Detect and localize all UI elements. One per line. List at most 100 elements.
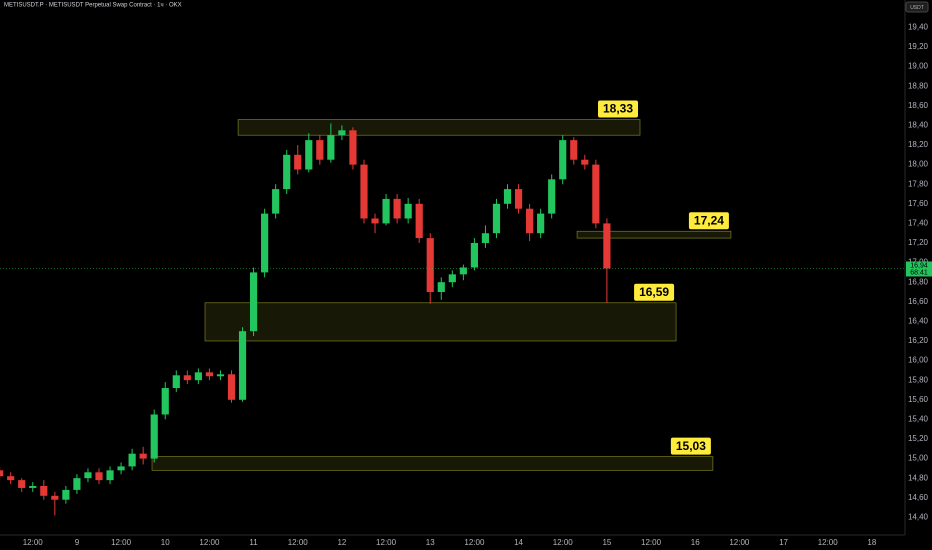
candle-body <box>238 331 247 400</box>
currency-button[interactable] <box>905 1 929 13</box>
candle-body <box>106 470 114 481</box>
y-tick-label: 14,40 <box>908 512 929 521</box>
last-price-label: 16,94 <box>910 262 928 269</box>
candle-body <box>73 478 81 490</box>
candle-body <box>283 154 291 190</box>
candle-body <box>581 159 589 165</box>
y-tick-label: 18,00 <box>908 160 929 169</box>
candle-body <box>7 476 15 481</box>
zone <box>204 302 677 342</box>
plot-area <box>0 119 732 516</box>
y-tick-label: 14,60 <box>908 493 929 502</box>
candle-body <box>62 489 70 500</box>
candle-body <box>382 198 390 224</box>
zone-label-box <box>688 212 729 230</box>
x-tick-label: 12:00 <box>288 538 309 547</box>
candle-body <box>227 374 236 400</box>
y-tick-label: 17,60 <box>908 199 929 208</box>
candle-body <box>470 243 478 268</box>
currency-label[interactable]: USDT <box>910 5 924 11</box>
y-tick-label: 18,80 <box>908 81 929 90</box>
candle-body <box>459 267 467 275</box>
y-tick-label: 16,60 <box>908 297 929 306</box>
last-price-box <box>906 261 932 277</box>
candle-body <box>548 179 556 214</box>
candle-body <box>84 472 92 479</box>
x-tick-label: 17 <box>779 538 788 547</box>
candle-body <box>415 203 423 239</box>
y-tick-label: 19,00 <box>908 62 929 71</box>
candle-body <box>514 189 523 209</box>
candle-body <box>51 495 59 500</box>
x-tick-label: 15 <box>602 538 611 547</box>
candle-body <box>316 140 324 160</box>
candle-body <box>18 480 26 488</box>
candle-body <box>426 238 434 292</box>
zone-label-box <box>670 437 711 455</box>
y-tick-label: 17,40 <box>908 219 929 228</box>
x-tick-label: 10 <box>161 538 170 547</box>
y-tick-label: 15,00 <box>908 454 929 463</box>
zone-label-box <box>634 283 675 301</box>
candle-body <box>327 135 335 160</box>
candle-body <box>503 189 512 204</box>
y-tick-label: 19,40 <box>908 23 929 32</box>
x-tick-label: 12:00 <box>376 538 397 547</box>
zone-label: 15,03 <box>676 439 706 453</box>
candle-body <box>128 453 136 467</box>
x-tick-label: 12:00 <box>111 538 132 547</box>
candle-body <box>150 414 158 459</box>
y-tick-label: 17,80 <box>908 179 929 188</box>
zone-label-box <box>598 100 639 118</box>
y-tick-label: 16,00 <box>908 356 929 365</box>
y-tick-label: 18,60 <box>908 101 929 110</box>
x-tick-label: 12:00 <box>641 538 662 547</box>
candle-body <box>603 223 611 269</box>
candle-body <box>338 130 346 136</box>
y-tick-label: 16,80 <box>908 277 929 286</box>
zone-label: 18,33 <box>603 102 633 116</box>
zone <box>576 230 732 239</box>
chart-title: METISUSDT.P · METISUSDT Perpetual Swap C… <box>4 3 182 9</box>
candle-body <box>161 388 169 415</box>
x-tick-label: 12:00 <box>553 538 574 547</box>
candle-body <box>29 486 37 488</box>
candle-body <box>349 130 357 165</box>
y-tick-label: 15,40 <box>908 414 929 423</box>
candle-body <box>559 140 567 180</box>
y-tick-label: 18,20 <box>908 140 929 149</box>
candle-body <box>526 208 534 234</box>
x-tick-label: 12:00 <box>464 538 485 547</box>
x-tick-label: 16 <box>691 538 700 547</box>
x-tick-label: 12:00 <box>818 538 839 547</box>
y-tick-label: 16,20 <box>908 336 929 345</box>
candle-body <box>205 372 214 377</box>
y-tick-label: 15,60 <box>908 395 929 404</box>
candle-body <box>570 140 578 160</box>
candle-body <box>172 375 180 389</box>
candle-body <box>194 372 202 381</box>
x-tick-label: 12:00 <box>729 538 750 547</box>
candle-body <box>360 164 368 219</box>
candle-body <box>183 375 191 381</box>
y-tick-label: 14,80 <box>908 473 929 482</box>
zone <box>151 456 714 471</box>
y-tick-label: 15,20 <box>908 434 929 443</box>
y-tick-label: 18,40 <box>908 121 929 130</box>
y-tick-label: 16,40 <box>908 317 929 326</box>
candle-body <box>139 453 147 459</box>
candle-body <box>95 472 103 481</box>
candle-body <box>0 470 4 477</box>
candle-body <box>216 374 225 377</box>
candle-body <box>437 282 445 292</box>
candle-body <box>537 213 545 234</box>
countdown: 68:41 <box>910 269 928 276</box>
candle-body <box>492 203 501 234</box>
candle-body <box>40 486 48 496</box>
candle-body <box>448 274 456 283</box>
x-tick-label: 13 <box>426 538 435 547</box>
x-tick-label: 14 <box>514 538 523 547</box>
candle-body <box>294 154 302 170</box>
x-tick-label: 11 <box>249 538 258 547</box>
